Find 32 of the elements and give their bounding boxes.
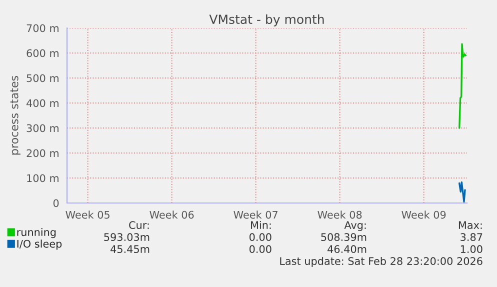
x-tick-label: Week 07 (234, 210, 278, 219)
x-tick-label: Week 06 (150, 210, 194, 219)
text: 1.00 (460, 245, 482, 254)
text: Max: (458, 221, 482, 230)
text: 46.40m (328, 245, 366, 254)
text: Min: (251, 220, 271, 229)
y-tick-label: 500 m (26, 74, 58, 82)
text: Last update: Sat Feb 28 23:20:00 2026 (280, 256, 482, 268)
line-series (458, 43, 466, 129)
text: 593.03m (104, 233, 150, 242)
y-tick-label: 700 m (26, 24, 58, 32)
y-axis-title: process states (10, 76, 20, 155)
text: Cur: (129, 221, 149, 230)
text: 45.45m (110, 245, 150, 254)
text: 508.39m (321, 233, 366, 242)
text: 3.87 (460, 233, 482, 242)
x-tick-label: Week 08 (318, 210, 362, 219)
x-tick-label: Week 09 (402, 210, 446, 219)
line-series (458, 181, 466, 203)
y-tick-label: 600 m (26, 49, 58, 58)
text: Avg: (344, 221, 366, 232)
y-tick-label: 100 m (27, 174, 58, 182)
y-tick-label: 300 m (26, 124, 58, 132)
legend-label: running (17, 228, 56, 238)
y-tick-label: 0 (53, 199, 59, 208)
y-tick-label: 400 m (26, 99, 58, 108)
text: 0.00 (249, 245, 272, 254)
chart-title: VMstat - by month (209, 14, 324, 26)
y-tick-label: 200 m (26, 149, 58, 158)
x-tick-label: Week 05 (66, 210, 110, 219)
legend-label: I/O sleep (17, 240, 62, 250)
text: 0.00 (249, 233, 272, 242)
